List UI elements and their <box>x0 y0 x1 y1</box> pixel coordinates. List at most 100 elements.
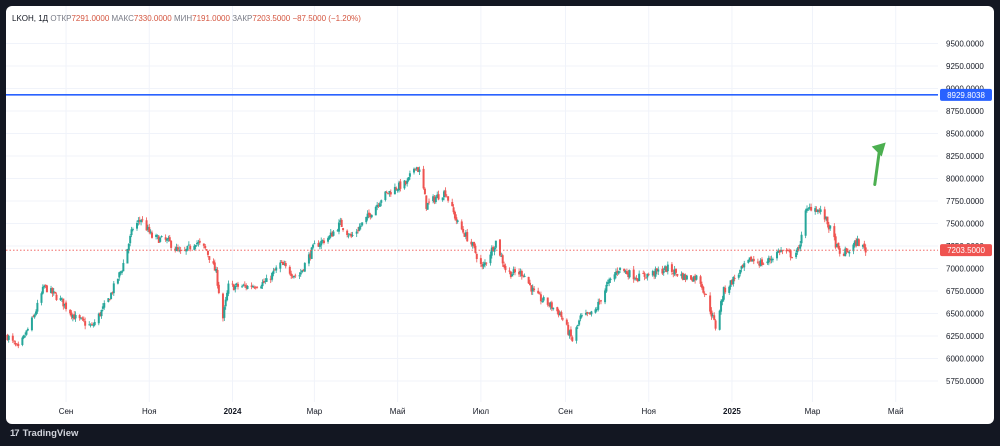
candle-body <box>70 312 73 317</box>
candle-body <box>483 262 486 265</box>
candle-body <box>146 226 149 230</box>
candle-body <box>403 180 406 189</box>
candle-body <box>705 293 708 295</box>
candle-body <box>740 266 743 269</box>
tradingview-brand[interactable]: 17 TradingView <box>10 428 78 439</box>
candle-body <box>759 260 762 266</box>
candle-body <box>327 238 330 242</box>
candle-body <box>129 235 132 244</box>
candle-body <box>788 250 791 252</box>
candle-body <box>89 325 92 326</box>
candle-body <box>724 287 727 293</box>
candle-body <box>385 192 388 193</box>
candle-body <box>17 343 20 347</box>
candle-body <box>80 317 83 319</box>
candle-body <box>307 254 310 264</box>
chart-panel[interactable]: 5750.0000 6000.0000 6250.0000 6500.0000 6750… <box>6 6 994 424</box>
candle-body <box>683 274 686 280</box>
candle-body <box>762 263 765 265</box>
candle-body <box>380 200 383 203</box>
candle-body <box>590 311 593 315</box>
candle-body <box>614 271 617 275</box>
candle-body <box>21 337 24 345</box>
candle-body <box>103 303 106 308</box>
candle-body <box>643 273 646 277</box>
x-tick-label: Сен <box>558 407 573 416</box>
candle-body <box>107 298 110 302</box>
candle-body <box>498 239 501 256</box>
candle-body <box>550 302 553 309</box>
candle-body <box>157 236 160 243</box>
candle-body <box>606 282 609 285</box>
candle-body <box>597 301 600 310</box>
y-tick-label: 9250.0000 <box>946 62 984 71</box>
candle-body <box>587 312 590 314</box>
candle-body <box>511 274 514 277</box>
candle-body <box>33 314 36 318</box>
candle-body <box>126 248 129 264</box>
candle-body <box>138 220 141 222</box>
candle-body <box>82 319 85 321</box>
candle-body <box>367 212 370 215</box>
candle-body <box>357 230 360 232</box>
candle-body <box>271 272 274 280</box>
candle-body <box>81 317 84 319</box>
candle-body <box>823 209 826 220</box>
candle-body <box>490 247 493 256</box>
x-tick-label: 2024 <box>224 407 242 416</box>
legend-open-label: ОТКР <box>50 14 72 23</box>
candle-body <box>579 315 582 320</box>
candle-body <box>374 206 377 216</box>
candle-body <box>500 256 503 257</box>
candlestick-chart[interactable]: 5750.0000 6000.0000 6250.0000 6500.0000 6750… <box>6 6 994 424</box>
legend-symbol[interactable]: LKOH, 1Д <box>12 14 49 23</box>
candle-body <box>833 226 836 238</box>
candle-body <box>32 316 35 318</box>
candle-body <box>437 194 440 200</box>
candle-body <box>175 247 178 251</box>
candle-body <box>149 231 152 233</box>
candle-body <box>50 288 53 293</box>
x-tick-label: Июл <box>473 407 490 416</box>
trend-arrow-head-icon[interactable] <box>871 142 886 157</box>
candle-body <box>634 278 637 280</box>
candle-body <box>30 317 33 331</box>
candle-body <box>571 337 574 342</box>
candle-body <box>808 206 811 209</box>
candle-body <box>206 250 209 255</box>
candle-body <box>718 310 721 330</box>
candle-body <box>167 237 170 239</box>
candle-body <box>78 315 81 319</box>
candle-body <box>291 276 294 278</box>
candle-body <box>366 213 369 219</box>
candle-body <box>644 277 647 279</box>
candle-body <box>74 314 77 319</box>
candle-body <box>770 258 773 261</box>
candle-body <box>337 222 340 232</box>
candle-body <box>721 299 724 303</box>
candle-body <box>426 202 429 210</box>
legend-close-value: 7203.5000 <box>252 14 291 23</box>
candle-body <box>494 240 497 248</box>
candle-body <box>137 220 140 222</box>
candle-body <box>393 186 396 195</box>
candle-body <box>265 278 268 282</box>
y-tick-label: 6250.0000 <box>946 332 984 341</box>
candle-body <box>13 341 16 343</box>
candle-body <box>408 173 411 177</box>
candle-body <box>651 270 654 276</box>
candle-body <box>462 229 465 233</box>
candle-body <box>62 298 65 307</box>
candle-body <box>556 307 559 312</box>
candle-body <box>549 302 552 307</box>
candle-body <box>127 243 130 251</box>
candle-body <box>852 244 855 252</box>
trend-arrow-shaft[interactable] <box>873 147 882 186</box>
legend-low-value: 7191.0000 <box>192 14 230 23</box>
candle-body <box>482 263 485 267</box>
candle-body <box>855 240 858 247</box>
candle-body <box>673 269 676 275</box>
candle-body <box>627 272 630 278</box>
candle-body <box>834 236 837 248</box>
candle-body <box>396 189 399 191</box>
